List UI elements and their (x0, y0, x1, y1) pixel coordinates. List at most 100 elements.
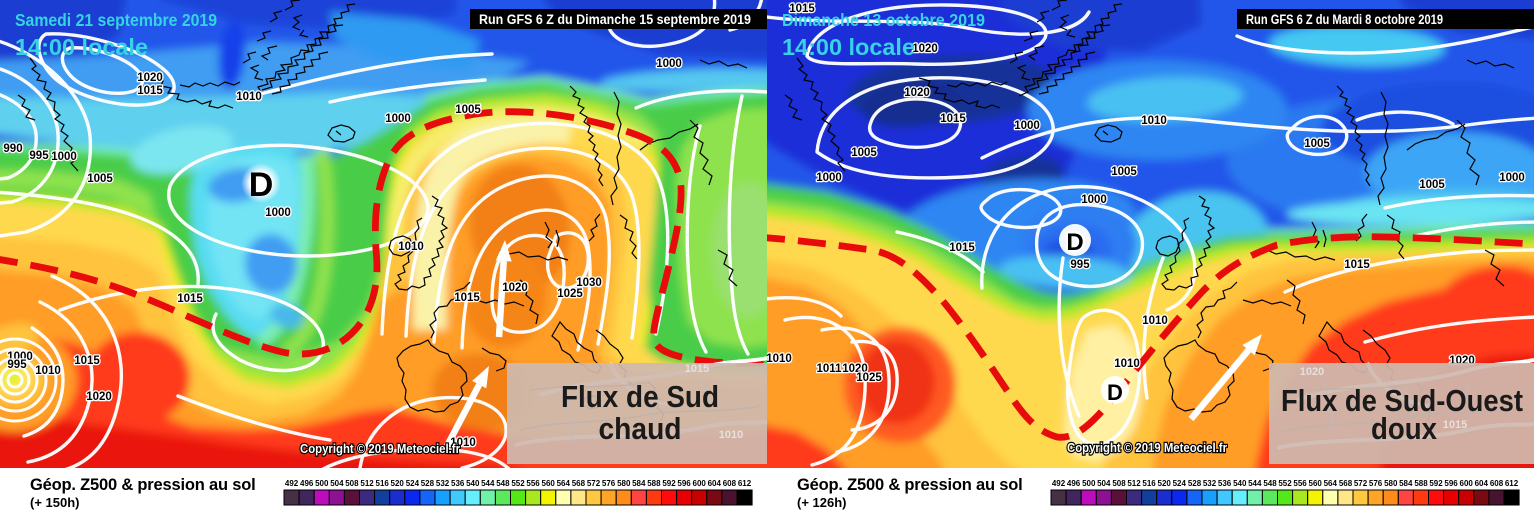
svg-text:524: 524 (1173, 479, 1187, 488)
svg-text:1005: 1005 (1111, 166, 1137, 178)
svg-text:560: 560 (542, 479, 556, 488)
svg-text:1010: 1010 (719, 429, 743, 441)
svg-text:516: 516 (376, 479, 390, 488)
svg-text:1011: 1011 (817, 363, 843, 375)
svg-text:572: 572 (587, 479, 601, 488)
svg-text:536: 536 (451, 479, 465, 488)
svg-text:1015: 1015 (949, 242, 975, 254)
svg-text:Géop. Z500 & pression au sol: Géop. Z500 & pression au sol (30, 476, 255, 494)
svg-text:552: 552 (1278, 479, 1292, 488)
svg-text:1010: 1010 (450, 437, 476, 449)
svg-text:1000: 1000 (265, 207, 291, 219)
svg-text:1010: 1010 (766, 353, 792, 365)
svg-text:512: 512 (360, 479, 374, 488)
svg-text:1020: 1020 (137, 72, 163, 84)
svg-text:1010: 1010 (1114, 358, 1140, 370)
svg-text:532: 532 (436, 479, 450, 488)
svg-text:1025: 1025 (557, 288, 583, 300)
svg-text:1015: 1015 (685, 363, 709, 375)
svg-text:1005: 1005 (1304, 138, 1330, 150)
svg-text:588: 588 (647, 479, 661, 488)
svg-text:556: 556 (1293, 479, 1307, 488)
svg-text:1030: 1030 (576, 277, 602, 289)
svg-text:548: 548 (1263, 479, 1277, 488)
svg-text:Géop. Z500 & pression au sol: Géop. Z500 & pression au sol (797, 476, 1022, 494)
svg-text:Samedi 21 septembre 2019: Samedi 21 septembre 2019 (15, 10, 217, 30)
svg-text:520: 520 (1158, 479, 1172, 488)
svg-text:544: 544 (1248, 479, 1262, 488)
svg-text:596: 596 (677, 479, 691, 488)
svg-text:528: 528 (421, 479, 435, 488)
svg-text:1000: 1000 (1499, 172, 1525, 184)
svg-text:540: 540 (1233, 479, 1247, 488)
svg-text:592: 592 (1429, 479, 1443, 488)
svg-text:504: 504 (330, 479, 344, 488)
svg-text:995: 995 (7, 359, 27, 371)
svg-text:1000: 1000 (816, 172, 842, 184)
svg-text:1000: 1000 (1081, 194, 1107, 206)
svg-text:(+ 126h): (+ 126h) (797, 495, 847, 510)
svg-text:524: 524 (406, 479, 420, 488)
svg-text:508: 508 (1112, 479, 1126, 488)
svg-text:1010: 1010 (236, 91, 262, 103)
svg-text:Run GFS 6 Z du Mardi 8 octobre: Run GFS 6 Z du Mardi 8 octobre 2019 (1246, 12, 1443, 27)
svg-text:540: 540 (466, 479, 480, 488)
svg-text:588: 588 (1414, 479, 1428, 488)
svg-text:1000: 1000 (1014, 120, 1040, 132)
svg-text:584: 584 (632, 479, 646, 488)
svg-text:532: 532 (1203, 479, 1217, 488)
svg-text:520: 520 (391, 479, 405, 488)
svg-text:1020: 1020 (904, 87, 930, 99)
svg-text:580: 580 (617, 479, 631, 488)
svg-text:604: 604 (708, 479, 722, 488)
svg-text:1015: 1015 (1443, 419, 1467, 431)
svg-text:1010: 1010 (1142, 315, 1168, 327)
svg-text:14:00 locale: 14:00 locale (15, 34, 148, 60)
svg-text:500: 500 (315, 479, 329, 488)
svg-text:Dimanche 13 octobre 2019: Dimanche 13 octobre 2019 (782, 10, 985, 30)
svg-text:chaud: chaud (599, 411, 682, 446)
svg-text:doux: doux (1371, 411, 1438, 446)
svg-text:1015: 1015 (1344, 259, 1370, 271)
svg-text:564: 564 (557, 479, 571, 488)
svg-text:568: 568 (572, 479, 586, 488)
svg-text:608: 608 (1490, 479, 1504, 488)
svg-text:580: 580 (1384, 479, 1398, 488)
svg-text:D: D (1066, 229, 1083, 256)
svg-text:14:00 locale: 14:00 locale (782, 34, 915, 60)
svg-text:1015: 1015 (940, 113, 966, 125)
svg-text:(+ 150h): (+ 150h) (30, 495, 80, 510)
svg-text:1020: 1020 (502, 282, 528, 294)
svg-text:1020: 1020 (86, 391, 112, 403)
svg-text:608: 608 (723, 479, 737, 488)
svg-text:500: 500 (1082, 479, 1096, 488)
svg-text:D: D (249, 166, 274, 204)
svg-text:576: 576 (1369, 479, 1383, 488)
svg-text:Copyright © 2019 Meteociel.fr: Copyright © 2019 Meteociel.fr (1067, 441, 1227, 455)
svg-text:1000: 1000 (7, 351, 33, 363)
svg-text:600: 600 (1460, 479, 1474, 488)
svg-text:1025: 1025 (856, 372, 882, 384)
svg-text:995: 995 (29, 150, 49, 162)
svg-text:Flux de Sud-Ouest: Flux de Sud-Ouest (1281, 383, 1523, 418)
svg-text:492: 492 (285, 479, 299, 488)
svg-text:584: 584 (1399, 479, 1413, 488)
svg-text:1010: 1010 (398, 241, 424, 253)
svg-text:492: 492 (1052, 479, 1066, 488)
svg-text:596: 596 (1444, 479, 1458, 488)
svg-text:1005: 1005 (455, 104, 481, 116)
svg-text:1020: 1020 (912, 43, 938, 55)
svg-text:556: 556 (526, 479, 540, 488)
svg-text:995: 995 (1070, 259, 1090, 271)
svg-text:1005: 1005 (1419, 179, 1445, 191)
svg-text:576: 576 (602, 479, 616, 488)
svg-text:1000: 1000 (385, 113, 411, 125)
svg-text:552: 552 (511, 479, 525, 488)
svg-text:544: 544 (481, 479, 495, 488)
svg-text:1005: 1005 (851, 147, 877, 159)
svg-text:612: 612 (1505, 479, 1519, 488)
svg-text:604: 604 (1475, 479, 1489, 488)
svg-text:1010: 1010 (1141, 115, 1167, 127)
svg-text:Copyright © 2019 Meteociel.fr: Copyright © 2019 Meteociel.fr (300, 442, 460, 456)
svg-text:508: 508 (345, 479, 359, 488)
